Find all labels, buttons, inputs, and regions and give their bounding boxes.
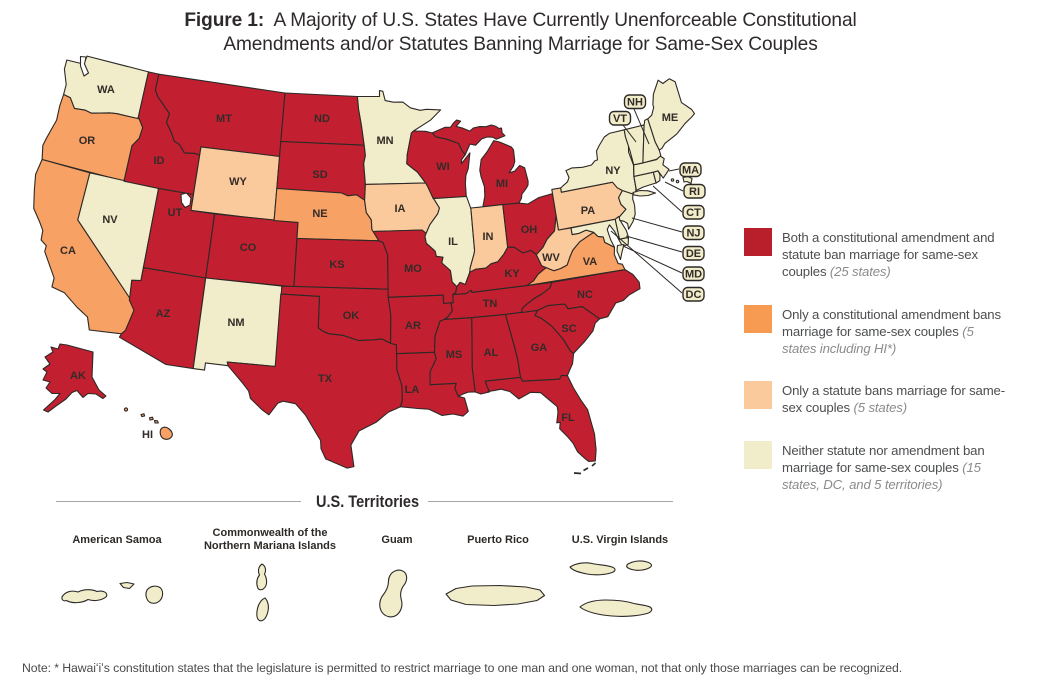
svg-text:DC: DC <box>686 289 702 301</box>
svg-text:HI: HI <box>142 429 153 441</box>
svg-text:NV: NV <box>102 214 118 226</box>
svg-text:LA: LA <box>405 384 420 396</box>
svg-text:MO: MO <box>404 263 422 275</box>
svg-text:ME: ME <box>662 112 679 124</box>
svg-text:NM: NM <box>227 317 244 329</box>
svg-text:AZ: AZ <box>156 308 171 320</box>
svg-text:VT: VT <box>613 113 627 125</box>
svg-text:MA: MA <box>682 165 699 177</box>
svg-text:KY: KY <box>504 268 520 280</box>
svg-text:OH: OH <box>521 224 538 236</box>
svg-text:OK: OK <box>343 310 360 322</box>
svg-text:MS: MS <box>446 349 463 361</box>
svg-text:WI: WI <box>436 161 449 173</box>
svg-text:MT: MT <box>216 113 232 125</box>
svg-text:UT: UT <box>168 207 183 219</box>
svg-text:KS: KS <box>329 259 344 271</box>
svg-text:GA: GA <box>531 342 548 354</box>
svg-text:CO: CO <box>240 242 257 254</box>
svg-text:NJ: NJ <box>686 228 700 240</box>
svg-text:TX: TX <box>318 373 333 385</box>
svg-text:TN: TN <box>483 298 498 310</box>
svg-text:NC: NC <box>577 289 593 301</box>
svg-text:WA: WA <box>97 84 115 96</box>
svg-text:IN: IN <box>483 231 494 243</box>
svg-text:WV: WV <box>542 252 560 264</box>
svg-text:VA: VA <box>583 256 598 268</box>
svg-text:MN: MN <box>376 135 393 147</box>
svg-text:AK: AK <box>70 370 86 382</box>
svg-text:IA: IA <box>395 203 406 215</box>
svg-text:RI: RI <box>689 186 700 198</box>
svg-text:NE: NE <box>312 208 327 220</box>
svg-text:ND: ND <box>314 113 330 125</box>
svg-text:WY: WY <box>229 176 247 188</box>
svg-text:MI: MI <box>496 178 508 190</box>
svg-text:IL: IL <box>448 236 458 248</box>
svg-text:SC: SC <box>561 323 576 335</box>
svg-text:CT: CT <box>686 207 701 219</box>
svg-text:NY: NY <box>605 165 621 177</box>
svg-text:OR: OR <box>79 135 96 147</box>
svg-text:CA: CA <box>60 245 76 257</box>
svg-text:DE: DE <box>686 248 701 260</box>
svg-text:MD: MD <box>685 269 702 281</box>
svg-text:AL: AL <box>484 347 499 359</box>
svg-text:ID: ID <box>154 155 165 167</box>
svg-text:SD: SD <box>312 169 327 181</box>
svg-text:AR: AR <box>405 320 421 332</box>
svg-text:PA: PA <box>581 205 596 217</box>
svg-text:NH: NH <box>627 97 643 109</box>
svg-text:FL: FL <box>561 412 575 424</box>
